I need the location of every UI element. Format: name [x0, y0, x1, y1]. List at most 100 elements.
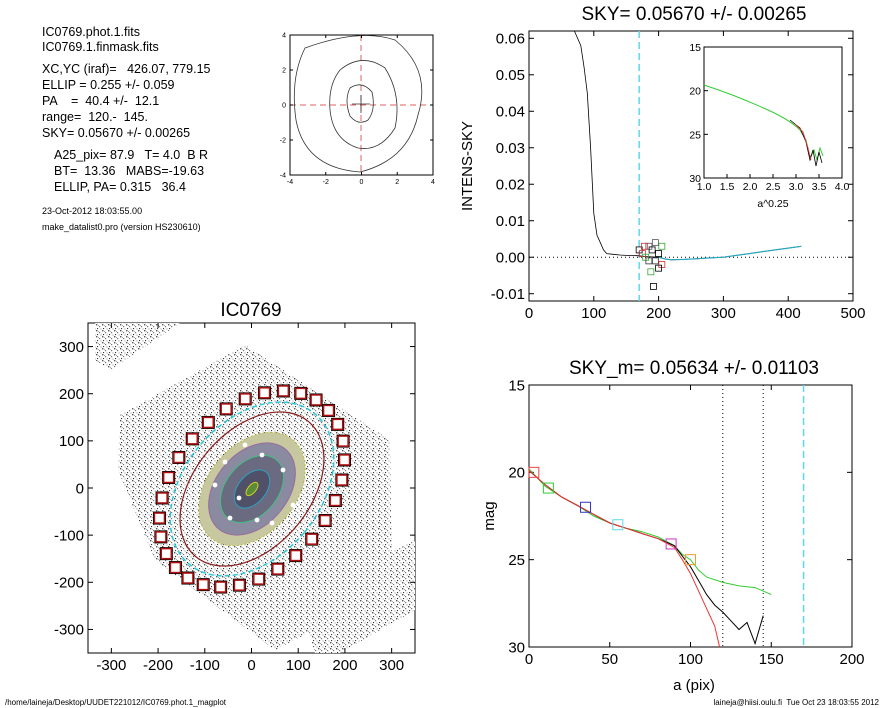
image-sky-box-inner [169, 561, 182, 574]
inset-x-tick-label: 1.5 [720, 181, 735, 193]
mag-marker-box [612, 519, 624, 531]
image-sky-box-inner [160, 547, 173, 560]
header-ellip-pa: ELLIP, PA= 0.315 36.4 [54, 180, 186, 194]
mag-marker-box [685, 554, 696, 566]
mag-black-curve [528, 470, 764, 646]
y-tick-label: -0.01 [491, 286, 525, 303]
image-sky-box [252, 572, 266, 586]
y-tick-label: 0.00 [496, 249, 525, 266]
image-sky-box [162, 470, 176, 484]
mag-red-curve [528, 470, 721, 648]
y-tick-label: -100 [54, 527, 84, 544]
image-sky-box [335, 473, 349, 487]
image-sky-box-inner [220, 403, 232, 415]
x-tick-label: 0 [247, 657, 255, 674]
image-title: IC0769 [220, 300, 281, 321]
y-tick-label: -4 [280, 172, 286, 179]
image-sky-box [294, 386, 308, 400]
x-tick-label: 4 [431, 179, 435, 186]
image-sky-box-inner [289, 549, 302, 562]
inset-x-tick-label: 1.0 [697, 181, 712, 193]
x-tick-label: 0 [525, 651, 533, 668]
y-tick-label: 0.06 [496, 31, 525, 48]
header-range: range= 120.- 145. [42, 110, 148, 124]
image-sky-box-inner [162, 471, 175, 484]
image-sky-box-inner [306, 533, 318, 545]
sky-sample-box [655, 264, 662, 272]
image-sky-box [232, 578, 246, 592]
header-program: make_datalist0.pro (version HS230610) [42, 222, 201, 232]
mag-marker-box [665, 538, 677, 550]
image-sky-box [309, 393, 323, 407]
sky-ylabel: INTENS-SKY [459, 121, 476, 211]
image-sky-box-inner [156, 492, 168, 504]
sky-sample-box [658, 242, 666, 250]
image-sky-box-inner [337, 435, 349, 447]
inset-y-tick-label: 20 [689, 86, 701, 98]
image-sky-box-inner [239, 393, 251, 405]
image-masked-star [254, 517, 260, 523]
image-sky-box-inner [197, 578, 209, 591]
image-sky-box [289, 549, 303, 563]
image-sky-box-inner [253, 573, 265, 585]
image-masked-star [280, 467, 286, 473]
sky-panel: SKY= 0.05670 +/- 0.00265 INTENS-SKY 0 100… [459, 4, 866, 322]
header-center: XC,YC (iraf)= 426.07, 779.15 [42, 62, 211, 76]
image-sky-box [155, 491, 169, 505]
x-tick-label: 2 [395, 179, 399, 186]
image-sky-box-inner [336, 474, 348, 486]
image-sky-box-inner [153, 512, 166, 524]
image-masked-star [269, 520, 275, 526]
inset-y-tick-label: 15 [689, 42, 701, 54]
image-masked-star [290, 502, 296, 508]
sky-sample-box [651, 239, 659, 247]
x-tick-label: -200 [143, 657, 173, 674]
image-sky-box [219, 402, 233, 416]
image-sky-box [318, 514, 332, 528]
mag-marker-box [542, 482, 554, 494]
y-tick-label: 0.03 [496, 140, 525, 157]
sky-sample-box [655, 250, 662, 257]
mag-marker-box [580, 501, 592, 513]
image-sky-box-inner [319, 514, 331, 527]
image-sky-box-inner [277, 385, 290, 397]
x-tick-label: 50 [601, 651, 618, 668]
x-tick-label: 200 [839, 651, 864, 668]
image-sky-box [214, 580, 228, 594]
y-tick-label: 300 [59, 339, 84, 356]
contour-panel: -4 -2 0 2 4 -4 -2 0 2 4 [280, 32, 435, 186]
inset-x-tick-label: 2.0 [743, 181, 758, 193]
y-tick-label: 2 [282, 67, 286, 74]
x-tick-label: 100 [678, 651, 703, 668]
header-filename: IC0769.phot.1.fits [42, 25, 140, 39]
image-sky-box [181, 571, 195, 585]
x-tick-label: 200 [332, 657, 357, 674]
image-sky-box [322, 403, 336, 417]
y-tick-label: -200 [54, 575, 84, 592]
image-sky-box [331, 417, 345, 431]
header-ellip: ELLIP = 0.255 +/- 0.059 [42, 78, 175, 92]
x-tick-label: -2 [323, 179, 329, 186]
contour-middle [329, 60, 398, 149]
inset-y-tick-label: 30 [689, 173, 701, 185]
inset-x-tick-label: 2.5 [766, 181, 781, 193]
y-tick-label: 0.05 [496, 67, 525, 84]
y-tick-label: 25 [508, 552, 525, 569]
x-tick-label: 400 [776, 305, 801, 322]
image-masked-star [236, 495, 242, 501]
inset-x-tick-label: 4.0 [835, 181, 850, 193]
inset-x-tick-label: 3.0 [789, 181, 804, 193]
image-sky-box [168, 561, 182, 575]
image-sky-box-inner [338, 454, 351, 466]
header-date: 23-Oct-2012 18:03:55.00 [42, 206, 143, 216]
image-sky-box-inner [182, 572, 194, 584]
image-sky-box-inner [186, 433, 198, 445]
sky-profile-tail [658, 245, 802, 261]
image-sky-box [276, 384, 290, 398]
inset-y-tick-label: 25 [689, 129, 701, 141]
mag-green-curve [528, 468, 772, 596]
sky-sample-box [640, 242, 648, 250]
image-sky-box-inner [233, 579, 246, 591]
y-tick-label: 0 [76, 480, 84, 497]
x-tick-label: 200 [646, 305, 671, 322]
